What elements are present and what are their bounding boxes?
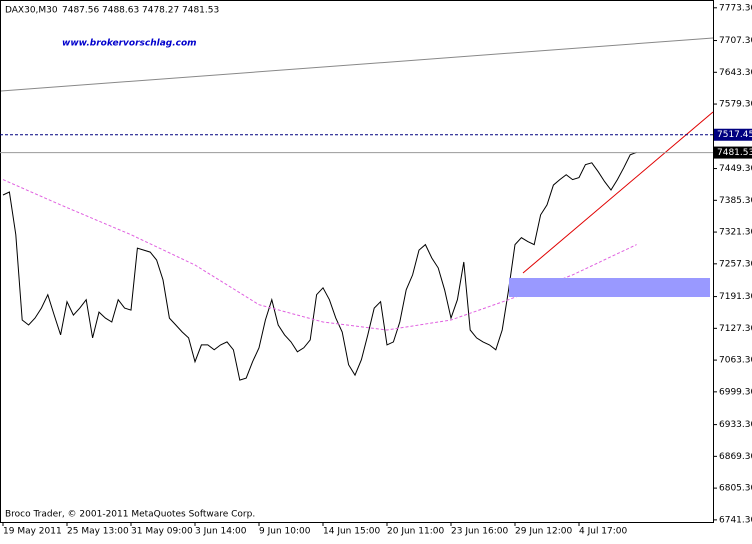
- y-tick-label: 7707.30: [719, 36, 752, 46]
- y-tick-label: 7321.30: [719, 228, 752, 238]
- price-label: 7481.53: [717, 148, 752, 158]
- copyright: Broco Trader, © 2001-2011 MetaQuotes Sof…: [5, 510, 255, 520]
- x-tick-label: 3 Jun 14:00: [195, 527, 247, 537]
- y-tick-label: 6741.30: [719, 515, 752, 525]
- x-tick-label: 14 Jun 15:00: [323, 527, 380, 537]
- price-label: 7517.45: [717, 130, 752, 140]
- x-tick-label: 29 Jun 12:00: [515, 527, 572, 537]
- x-tick-label: 31 May 09:00: [131, 527, 193, 537]
- x-tick-label: 25 May 13:00: [67, 527, 129, 537]
- y-tick-label: 7773.30: [719, 3, 752, 13]
- y-tick-label: 7643.30: [719, 68, 752, 78]
- y-tick-label: 7191.30: [719, 292, 752, 302]
- ohlc-value: 7478.27: [142, 6, 179, 16]
- y-tick-label: 6805.30: [719, 484, 752, 494]
- x-tick-label: 9 Jun 10:00: [259, 527, 311, 537]
- y-tick-label: 6999.30: [719, 387, 752, 397]
- x-tick-label: 23 Jun 16:00: [451, 527, 508, 537]
- trend-line: [0, 37, 714, 92]
- y-tick-label: 6933.30: [719, 420, 752, 430]
- y-tick-label: 7127.30: [719, 324, 752, 334]
- x-tick-label: 4 Jul 17:00: [579, 527, 628, 537]
- trend-line: [522, 111, 714, 274]
- y-tick-label: 6869.30: [719, 452, 752, 462]
- y-tick-label: 7063.30: [719, 356, 752, 366]
- y-tick-label: 7385.30: [719, 196, 752, 206]
- ohlc-value: 7487.56: [62, 6, 99, 16]
- y-tick-label: 7257.30: [719, 259, 752, 269]
- zone-rectangle: [509, 278, 710, 297]
- x-tick-label: 19 May 2011: [3, 527, 62, 537]
- price-label-box: [714, 146, 752, 159]
- price-line-series: [2, 151, 637, 381]
- symbol: DAX30,M30: [5, 6, 58, 16]
- ohlc-value: 7481.53: [182, 6, 219, 16]
- ohlc-value: 7488.63: [102, 6, 139, 16]
- y-tick-label: 7579.30: [719, 100, 752, 110]
- plot-frame: [0, 0, 714, 523]
- x-tick-label: 20 Jun 11:00: [387, 527, 444, 537]
- website: www.brokervorschlag.com: [62, 39, 197, 49]
- price-label-box: [714, 128, 752, 141]
- y-tick-label: 7449.30: [719, 164, 752, 174]
